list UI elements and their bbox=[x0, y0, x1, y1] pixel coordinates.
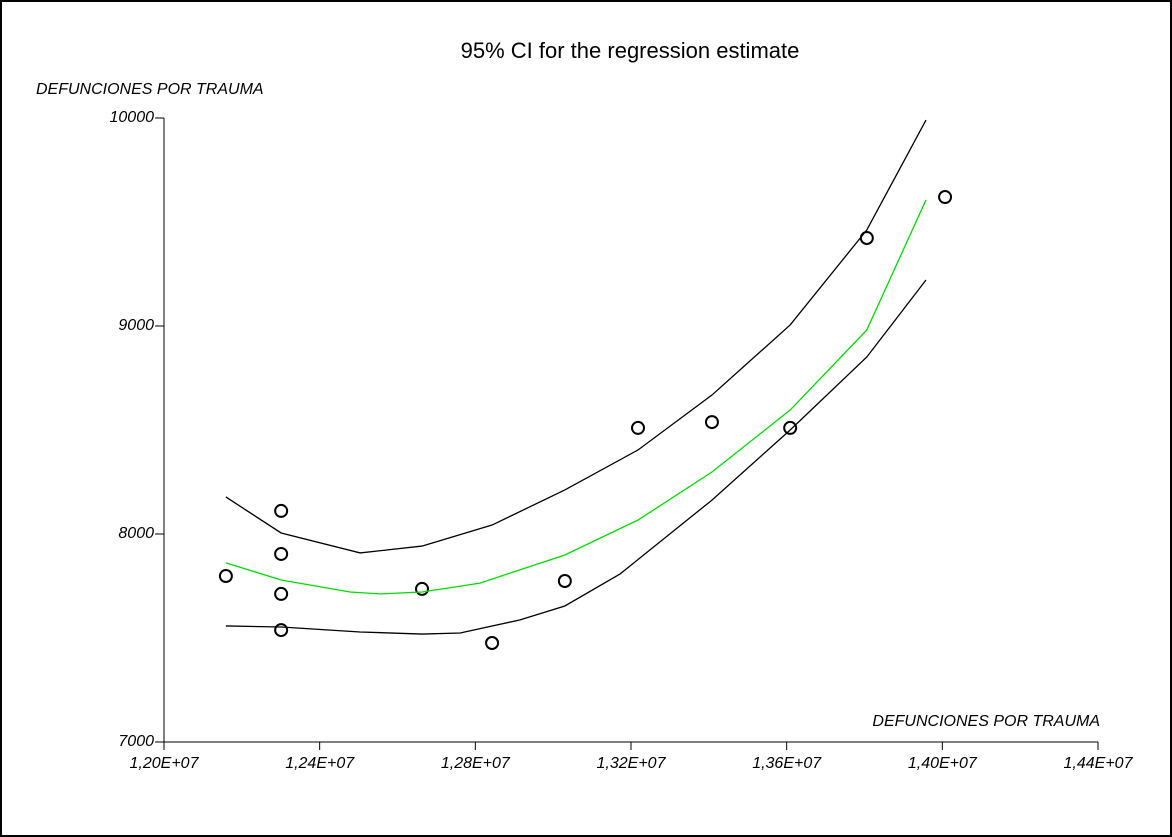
chart-title: 95% CI for the regression estimate bbox=[461, 38, 800, 63]
data-point bbox=[557, 574, 572, 589]
y-tick-label: 9000 bbox=[118, 317, 154, 334]
fit-line bbox=[225, 119, 927, 554]
y-axis-label: DEFUNCIONES POR TRAUMA bbox=[36, 81, 264, 98]
x-tick-label: 1,36E+07 bbox=[752, 755, 822, 772]
data-point bbox=[938, 190, 953, 205]
data-point bbox=[631, 420, 646, 435]
x-tick-label: 1,28E+07 bbox=[441, 755, 511, 772]
data-point bbox=[274, 546, 289, 561]
x-axis-label: DEFUNCIONES POR TRAUMA bbox=[872, 713, 1100, 730]
data-point bbox=[783, 420, 798, 435]
data-point bbox=[274, 623, 289, 638]
fit-line bbox=[225, 279, 927, 635]
x-tick-label: 1,24E+07 bbox=[285, 755, 355, 772]
x-tick-label: 1,40E+07 bbox=[908, 755, 978, 772]
x-tick-label: 1,20E+07 bbox=[130, 755, 200, 772]
data-point bbox=[274, 503, 289, 518]
data-point bbox=[274, 586, 289, 601]
data-point bbox=[485, 635, 500, 650]
y-tick-label: 10000 bbox=[110, 109, 155, 126]
x-tick-label: 1,44E+07 bbox=[1064, 755, 1134, 772]
x-tick-label: 1,32E+07 bbox=[597, 755, 667, 772]
data-point bbox=[415, 581, 430, 596]
data-point bbox=[704, 415, 719, 430]
data-point bbox=[218, 569, 233, 584]
y-tick-label: 8000 bbox=[118, 525, 154, 542]
y-tick-label: 7000 bbox=[118, 733, 154, 750]
fit-line bbox=[225, 199, 927, 595]
